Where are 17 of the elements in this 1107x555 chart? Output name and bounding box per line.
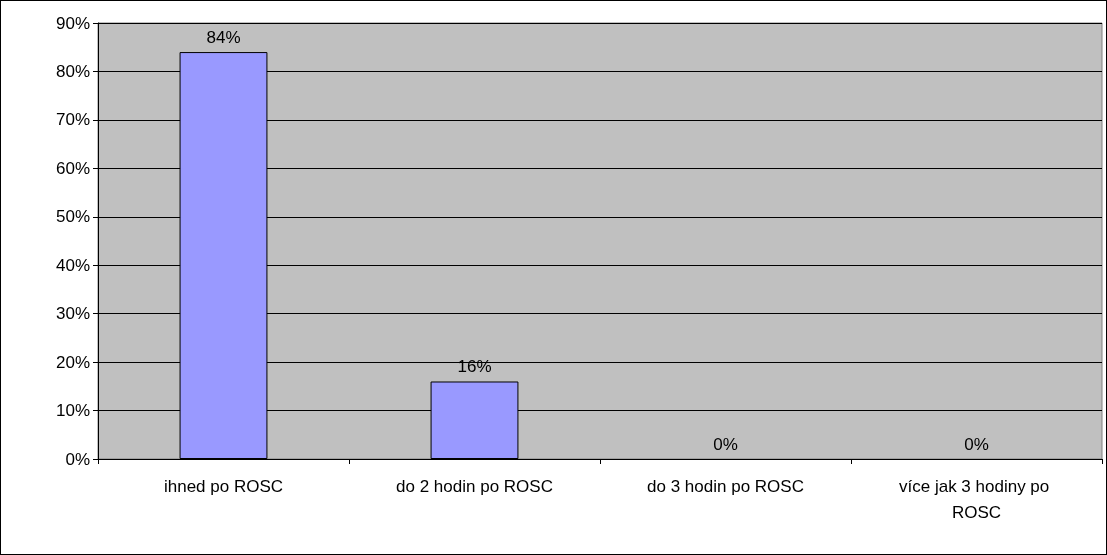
y-tick-label: 50% bbox=[55, 207, 90, 227]
y-tick-label: 90% bbox=[55, 13, 90, 33]
y-tick-label: 10% bbox=[55, 401, 90, 421]
x-tick-label: ihned po ROSC bbox=[163, 476, 284, 496]
data-label: 0% bbox=[964, 435, 989, 454]
y-tick-label: 0% bbox=[65, 449, 90, 469]
y-tick-label: 60% bbox=[55, 158, 90, 178]
y-tick-label: 40% bbox=[55, 255, 90, 275]
y-tick-label: 80% bbox=[55, 61, 90, 81]
data-label: 84% bbox=[206, 28, 241, 48]
y-tick-label: 30% bbox=[55, 304, 90, 324]
y-tick-label: 70% bbox=[55, 110, 90, 130]
data-label: 0% bbox=[713, 435, 738, 454]
x-tick-label: do 2 hodin po ROSC bbox=[396, 476, 553, 496]
x-tick-label: do 3 hodin po ROSC bbox=[647, 476, 804, 496]
x-tick-label: více jak 3 hodiny po ROSC bbox=[899, 476, 1054, 522]
y-tick-label: 20% bbox=[55, 352, 90, 372]
